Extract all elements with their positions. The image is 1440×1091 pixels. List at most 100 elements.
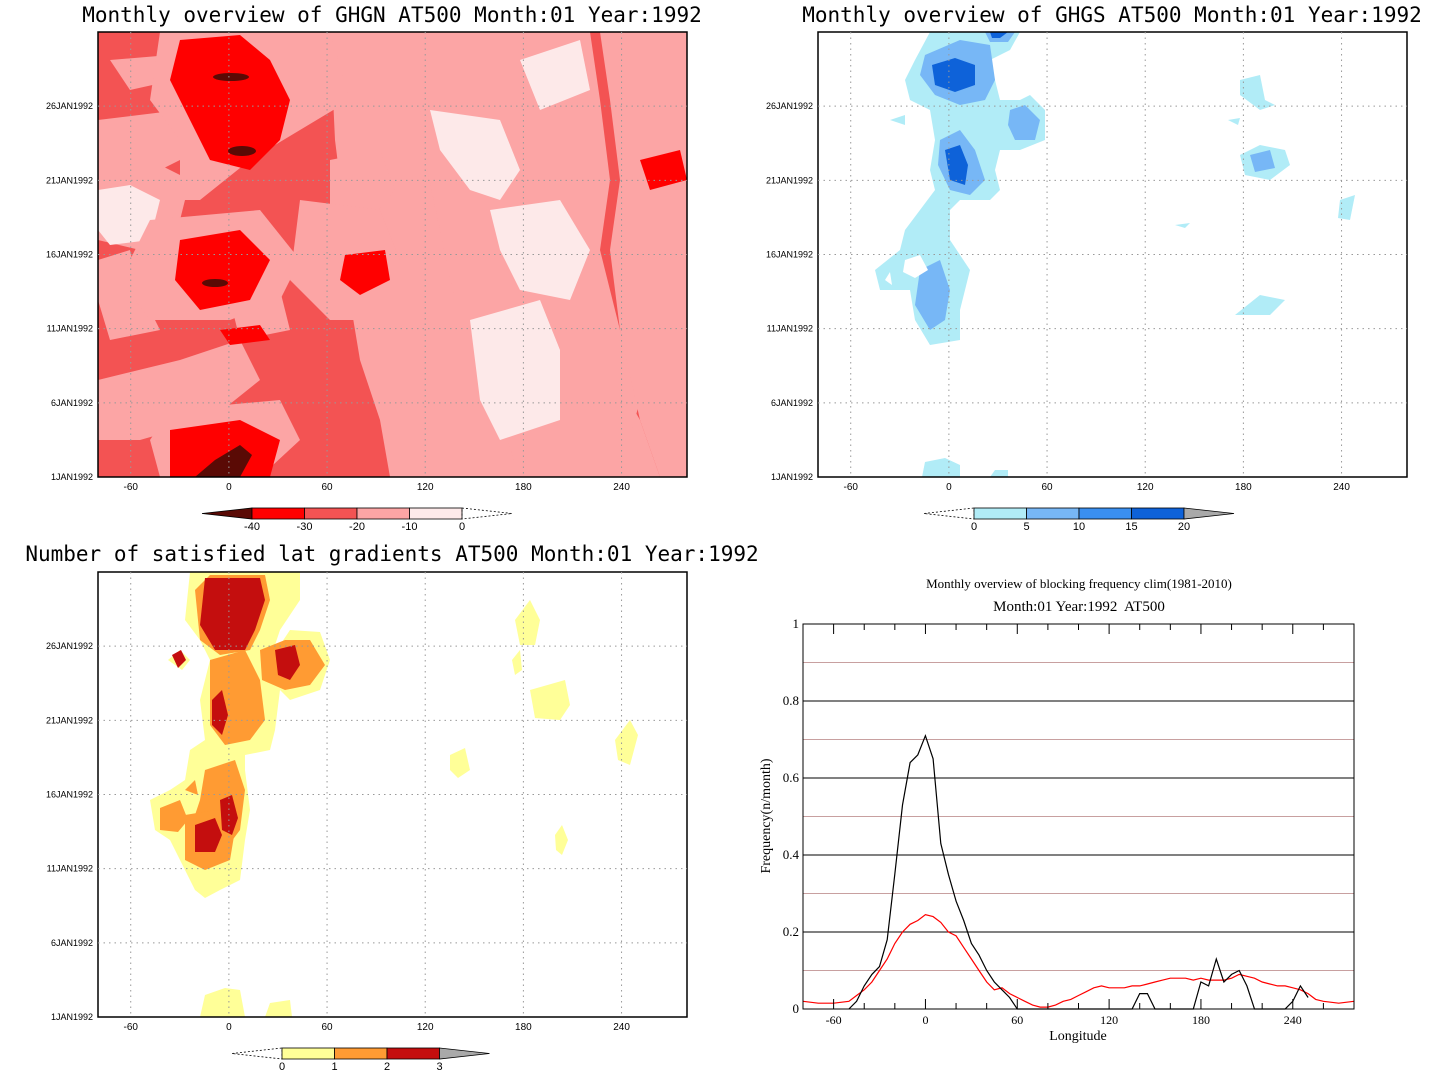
colorbar-label: -40 [244, 521, 260, 533]
contour-region [640, 150, 687, 190]
x-tick-label: 120 [1137, 482, 1154, 493]
x-tick-label: 120 [1100, 1013, 1118, 1027]
y-tick-label: 11JAN1992 [767, 324, 813, 334]
y-tick-label: 0 [793, 1001, 800, 1016]
contour-region [945, 145, 968, 185]
contour-region [175, 230, 270, 310]
colorbar-extend-high [461, 507, 513, 520]
contour-region [1228, 118, 1240, 125]
contour-region [213, 73, 249, 81]
contour-region [530, 680, 570, 720]
y-tick-label: 0.4 [783, 847, 800, 862]
colorbar-cell [409, 507, 463, 520]
colorbar-cell [1078, 507, 1132, 520]
colorbar-label: 0 [279, 1061, 285, 1073]
contour-region [470, 300, 560, 440]
colorbar-label: 5 [1023, 521, 1029, 533]
y-tick-label: 0.6 [783, 770, 800, 785]
contour-region [172, 650, 186, 668]
x-tick-label: 60 [1041, 482, 1053, 493]
panel-ghgn-title: Monthly overview of GHGN AT500 Month:01 … [82, 3, 702, 27]
contour-region [170, 35, 290, 170]
colorbar-cell [281, 1047, 335, 1060]
y-tick-label: 26JAN1992 [766, 101, 813, 111]
ghgs-heatmap [875, 32, 1355, 477]
contour-region [200, 988, 245, 1017]
x-tick-label: 0 [922, 1013, 928, 1027]
colorbar-label: 0 [459, 521, 465, 533]
contour-region [160, 800, 188, 832]
x-tick-label: -60 [843, 482, 858, 493]
x-tick-label: -60 [826, 1013, 842, 1027]
line-chart-ylabel: Frequency(n/month) [759, 758, 774, 873]
line-chart-xlabel: Longitude [1049, 1029, 1107, 1044]
x-tick-label: 0 [946, 482, 952, 493]
colorbar-label: -30 [297, 521, 313, 533]
series-line-black [848, 733, 1309, 1010]
y-tick-label: 6JAN1992 [51, 398, 93, 408]
y-tick-label: 1JAN1992 [51, 472, 93, 482]
y-tick-label: 6JAN1992 [51, 938, 93, 948]
gradients-x-ticks: -60 0 60 120 180 240 [123, 1022, 630, 1033]
line-chart-series [802, 733, 1355, 1010]
y-tick-label: 21JAN1992 [46, 715, 93, 725]
ghgs-colorbar: 0 5 10 15 20 [923, 507, 1235, 533]
ghgn-y-ticks: 1JAN1992 6JAN1992 11JAN1992 16JAN1992 21JAN1… [46, 101, 93, 482]
x-tick-label: 0 [226, 1022, 232, 1033]
colorbar-cell [386, 1047, 440, 1060]
gradients-heatmap [150, 572, 638, 1017]
colorbar-label: 20 [1178, 521, 1190, 533]
contour-region [202, 279, 228, 287]
contour-region [490, 200, 590, 300]
line-chart-y-ticks: 0 0.2 0.4 0.6 0.8 1 [783, 616, 800, 1016]
line-chart-subtitle: Month:01 Year:1992 AT500 [993, 599, 1165, 615]
y-tick-label: 1 [793, 616, 800, 631]
x-tick-label: 180 [1235, 482, 1252, 493]
contour-region [200, 578, 265, 650]
x-tick-label: -60 [123, 482, 138, 493]
x-tick-label: -60 [123, 1022, 138, 1033]
x-tick-label: 240 [1284, 1013, 1302, 1027]
y-tick-label: 11JAN1992 [47, 324, 93, 334]
x-tick-label: 180 [1192, 1013, 1210, 1027]
panel-ghgn: Monthly overview of GHGN AT500 Month:01 … [46, 3, 702, 533]
colorbar-cell [304, 507, 358, 520]
y-tick-label: 21JAN1992 [766, 175, 813, 185]
colorbar-label: -10 [402, 521, 418, 533]
y-tick-label: 16JAN1992 [766, 250, 813, 260]
colorbar-cell [1026, 507, 1080, 520]
contour-region [430, 110, 520, 200]
colorbar-label: 3 [436, 1061, 442, 1073]
panel-gradients-title: Number of satisfied lat gradients AT500 … [25, 542, 758, 566]
x-tick-label: 240 [613, 482, 630, 493]
colorbar-extend-high [439, 1047, 490, 1060]
x-tick-label: 120 [417, 1022, 434, 1033]
colorbar-label: 2 [384, 1061, 390, 1073]
contour-region [1008, 105, 1040, 140]
panel-gradients: Number of satisfied lat gradients AT500 … [25, 542, 758, 1073]
y-tick-label: 0.2 [783, 924, 799, 939]
contour-region [555, 825, 568, 855]
colorbar-cell [251, 507, 305, 520]
x-tick-label: 60 [321, 482, 333, 493]
contour-region [330, 150, 395, 220]
contour-region [885, 272, 892, 285]
y-tick-label: 11JAN1992 [47, 864, 93, 874]
contour-region [615, 720, 638, 765]
gradients-y-ticks: 1JAN1992 6JAN1992 11JAN1992 16JAN1992 21JAN1… [46, 641, 93, 1022]
ghgn-colorbar: -40 -30 -20 -10 0 [201, 507, 513, 533]
contour-region [932, 58, 975, 92]
x-tick-label: 240 [1333, 482, 1350, 493]
colorbar-extend-high [1183, 507, 1235, 520]
contour-region [903, 255, 928, 278]
colorbar-label: 10 [1073, 521, 1085, 533]
contour-region [170, 420, 280, 477]
y-tick-label: 1JAN1992 [51, 1012, 93, 1022]
colorbar-cell [1131, 507, 1185, 520]
contour-region [98, 340, 260, 440]
contour-region [1240, 75, 1275, 110]
x-tick-label: 0 [226, 482, 232, 493]
contour-region [195, 818, 222, 852]
y-tick-label: 1JAN1992 [771, 472, 813, 482]
